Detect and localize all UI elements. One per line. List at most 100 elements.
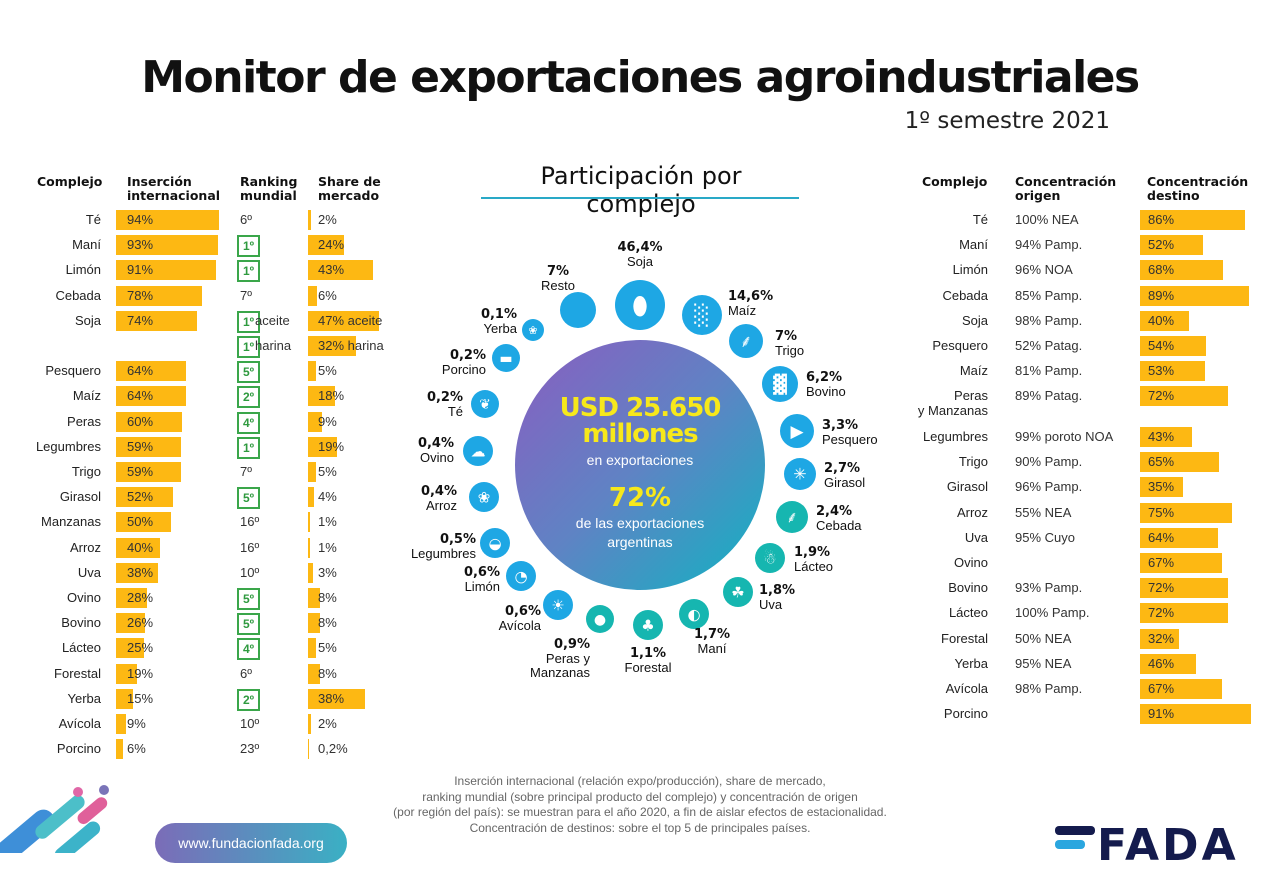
share-bar (308, 210, 311, 230)
bubble-value: 2,7% (824, 461, 861, 476)
footnote-line: (por región del país): se muestran para … (393, 805, 887, 819)
insercion-bar (116, 285, 202, 306)
ranking-value: 10º (240, 564, 260, 580)
sunflower-icon: ✳ (793, 465, 806, 484)
bubble-yerba (522, 319, 544, 341)
destino-value: 54% (1148, 338, 1175, 353)
bubble-category: Porcino (441, 362, 486, 377)
share-bar (308, 588, 320, 608)
share-bar (308, 310, 379, 331)
insercion-bar (116, 386, 187, 407)
insercion-bar (116, 588, 147, 608)
bubble-label: 0,2% Porcino (442, 349, 486, 377)
complejo-name: Uva (900, 530, 988, 545)
bubble-label: 0,9% Peras y Manzanas (530, 638, 590, 680)
destino-bar (1140, 210, 1245, 230)
share-bar (308, 436, 337, 457)
insercion-value: 78% (127, 287, 154, 303)
left-table-row: Lácteo 25% 4º 5% (0, 637, 410, 661)
left-header-complejo: Complejo (37, 174, 103, 189)
lemon-icon: ◔ (514, 567, 527, 585)
destino-value: 53% (1148, 363, 1175, 379)
right-table-row: Té 100% NEA 86% (900, 209, 1280, 231)
share-bar (308, 688, 365, 709)
complejo-name: Soja (74, 312, 101, 328)
complejo-name: Arroz (900, 505, 988, 520)
origen-value: 98% Pamp. (1015, 312, 1083, 328)
right-table-row: Maní 94% Pamp. 52% (900, 234, 1280, 256)
share-value: 5% (318, 640, 337, 656)
bubble-maíz (682, 295, 722, 335)
complejo-name-line: Yerba (954, 655, 989, 671)
bubble-category: Legumbres (410, 546, 476, 561)
complejo-name: Maní (72, 237, 101, 253)
destino-value: 89% (1148, 287, 1175, 303)
right-header-complejo: Complejo (922, 174, 988, 189)
share-bar (308, 714, 311, 734)
total-usd: USD 25.650 millones (515, 395, 765, 447)
complejo-name-line: Arroz (956, 504, 988, 520)
complejo-name: Porcino (900, 706, 988, 721)
website-link[interactable]: www.fundacionfada.org (155, 823, 347, 863)
bubble-label: 1,9% Lácteo (794, 546, 833, 574)
bubble-value: 0,9% (553, 637, 590, 652)
sheep-icon: ☁ (471, 442, 486, 460)
origen-value: 50% NEA (1015, 630, 1072, 646)
bubble-category: Yerba (483, 321, 518, 336)
bubble-label: 7% Trigo (775, 330, 804, 358)
complejo-name: Girasol (900, 479, 988, 494)
right-header-destino: Concentración destino (1147, 174, 1249, 203)
bubble-peras-y-manzanas (586, 605, 614, 633)
origen-value: 89% Patag. (1015, 388, 1083, 404)
bubble-category: Bovino (806, 384, 846, 399)
complejo-name: Peras y Manzanas (900, 388, 988, 418)
complejo-name: Peras (67, 413, 101, 429)
dairy-cow-icon: ☃ (763, 549, 776, 567)
left-table-row: Soja 74% 1º aceite 47% aceite (0, 310, 410, 333)
left-table-row: Yerba 15% 2º 38% (0, 688, 410, 711)
bubble-uva (723, 577, 753, 607)
complejo-name: Forestal (900, 631, 988, 646)
complejo-name-line: Forestal (941, 630, 988, 646)
bubble-category: Limón (464, 579, 500, 594)
bubble-forestal (633, 610, 663, 640)
complejo-name: Ovino (900, 555, 988, 570)
origen-value: 52% Patag. (1015, 338, 1083, 353)
bubble-ovino (463, 436, 493, 466)
insercion-value: 9% (127, 716, 146, 731)
logo-mark-icon (1055, 820, 1097, 864)
bubble-value: 0,6% (504, 604, 541, 619)
left-table-row: Legumbres 59% 1º 19% (0, 436, 410, 459)
complejo-name-line: Girasol (946, 479, 988, 495)
bubble-value: 46,4% (617, 240, 663, 255)
complejo-name-line: Porcino (943, 706, 988, 722)
left-table-row: Porcino 6% 23º 0,2% (0, 738, 410, 760)
fada-logo: FADA (1055, 820, 1239, 871)
destino-bar (1140, 386, 1228, 407)
share-percent: 72% (608, 483, 672, 513)
bubble-label: 0,1% Yerba (481, 308, 517, 336)
complejo-name-line: y Manzanas (917, 403, 988, 419)
complejo-name: Forestal (54, 665, 101, 681)
share-value: 1% (318, 539, 337, 555)
ranking-badge: 1º (237, 310, 260, 333)
bubble-label: 1,8% Uva (759, 584, 795, 612)
right-table-row: Limón 96% NOA 68% (900, 259, 1280, 281)
complejo-name-line: Ovino (954, 554, 988, 570)
destino-bar (1140, 603, 1228, 624)
right-header-origen: Concentración origen (1015, 174, 1117, 203)
insercion-bar (116, 436, 181, 457)
bubble-category: Té (447, 404, 463, 419)
complejo-name: Ovino (67, 590, 101, 605)
share-bar (308, 512, 310, 533)
bubble-label: 1,7% Maní (662, 628, 762, 656)
share-bar (308, 562, 313, 583)
destino-value: 52% (1148, 237, 1175, 253)
complejo-name: Girasol (59, 489, 101, 505)
bubble-limón (506, 561, 536, 591)
complejo-name-line: Cebada (942, 287, 988, 303)
bubble-cebada (776, 501, 808, 533)
origen-value: 98% Pamp. (1015, 680, 1083, 696)
left-table-row: Té 94% 6º 2% (0, 209, 410, 231)
bubble-category: Trigo (775, 343, 805, 358)
